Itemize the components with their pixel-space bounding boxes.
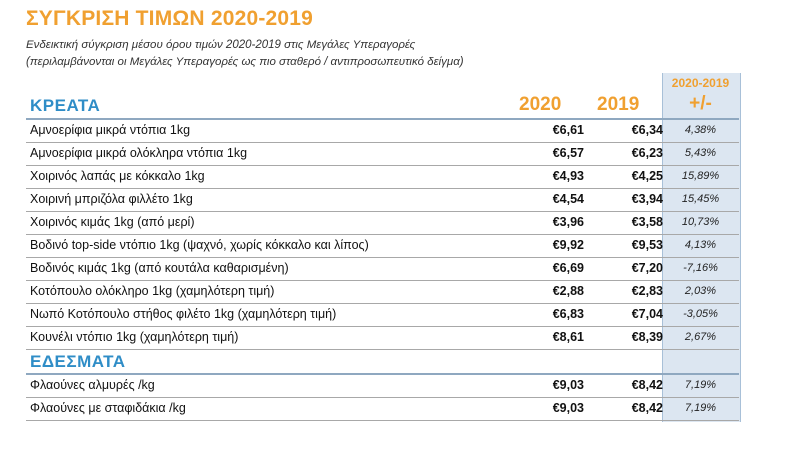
price-2020: €9,03	[552, 401, 584, 415]
table-row: Νωπό Κοτόπουλο στήθος φιλέτο 1kg (χαμηλό…	[26, 303, 739, 326]
row-divider	[26, 326, 739, 327]
row-divider	[26, 165, 739, 166]
page-title: ΣΥΓΚΡΙΣΗ ΤΙΜΩΝ 2020-2019	[26, 7, 314, 30]
price-2020: €6,61	[552, 123, 584, 137]
row-divider	[26, 142, 739, 143]
price-2020: €3,96	[552, 215, 584, 229]
price-2020: €6,83	[552, 307, 584, 321]
price-difference: 2,03%	[684, 285, 717, 297]
table-bottom-border	[26, 420, 739, 421]
item-name: Βοδινός κιμάς 1kg (από κουτάλα καθαρισμέ…	[30, 261, 289, 275]
price-2020: €6,57	[552, 146, 584, 160]
column-header-2020: 2020	[519, 94, 562, 115]
section-divider	[26, 373, 739, 375]
row-divider	[26, 188, 739, 189]
table-row: Χοιρινός κιμάς 1kg (από μερί) €3,96 €3,5…	[26, 211, 739, 234]
difference-column-background	[662, 73, 741, 422]
price-2019: €8,42	[631, 378, 663, 392]
price-difference: 15,89%	[681, 170, 720, 182]
price-difference: 4,13%	[684, 239, 717, 251]
price-2019: €6,34	[631, 123, 663, 137]
column-header-2019: 2019	[597, 94, 640, 115]
price-2020: €2,88	[552, 284, 584, 298]
row-divider	[26, 257, 739, 258]
item-name: Χοιρινός λαπάς με κόκκαλο 1kg	[30, 169, 205, 183]
price-2019: €3,94	[631, 192, 663, 206]
diff-column-years-header: 2020-2019	[671, 76, 730, 90]
item-name: Φλαούνες αλμυρές /kg	[30, 378, 155, 392]
price-difference: -7,16%	[683, 262, 718, 274]
table-row: Κοτόπουλο ολόκληρο 1kg (χαμηλότερη τιμή)…	[26, 280, 739, 303]
subtitle-line-2: (περιλαμβάνονται οι Μεγάλες Υπεραγορές ω…	[26, 56, 464, 68]
table-row: Βοδινός κιμάς 1kg (από κουτάλα καθαρισμέ…	[26, 257, 739, 280]
price-2019: €7,04	[631, 307, 663, 321]
row-divider	[26, 397, 739, 398]
item-name: Φλαούνες με σταφιδάκια /kg	[30, 401, 186, 415]
item-name: Κουνέλι ντόπιο 1kg (χαμηλότερη τιμή)	[30, 330, 239, 344]
item-name: Κοτόπουλο ολόκληρο 1kg (χαμηλότερη τιμή)	[30, 284, 275, 298]
price-2019: €4,25	[631, 169, 663, 183]
price-2020: €8,61	[552, 330, 584, 344]
price-2019: €3,58	[631, 215, 663, 229]
price-2019: €9,53	[631, 238, 663, 252]
table-row: Αμνοερίφια μικρά ντόπια 1kg €6,61 €6,34 …	[26, 119, 739, 142]
row-divider	[26, 211, 739, 212]
table-row: Φλαούνες αλμυρές /kg €9,03 €8,42 7,19%	[26, 374, 739, 397]
row-divider	[26, 303, 739, 304]
header-divider	[26, 118, 739, 120]
item-name: Βοδινό top-side ντόπιο 1kg (ψαχνό, χωρίς…	[30, 238, 369, 252]
section-title-meats: ΚΡΕΑΤΑ	[30, 96, 101, 115]
price-difference: 4,38%	[684, 124, 717, 136]
price-difference: 10,73%	[681, 216, 720, 228]
price-2020: €6,69	[552, 261, 584, 275]
table-row: Αμνοερίφια μικρά ολόκληρα ντόπια 1kg €6,…	[26, 142, 739, 165]
price-difference: 15,45%	[681, 193, 720, 205]
price-difference: 2,67%	[684, 331, 717, 343]
item-name: Αμνοερίφια μικρά ολόκληρα ντόπια 1kg	[30, 146, 248, 160]
price-2019: €8,42	[631, 401, 663, 415]
price-2020: €4,93	[552, 169, 584, 183]
table-row: Βοδινό top-side ντόπιο 1kg (ψαχνό, χωρίς…	[26, 234, 739, 257]
diff-column-sign-header: +/-	[689, 93, 712, 114]
price-difference: 5,43%	[684, 147, 717, 159]
item-name: Αμνοερίφια μικρά ντόπια 1kg	[30, 123, 191, 137]
price-difference: 7,19%	[684, 379, 717, 391]
item-name: Νωπό Κοτόπουλο στήθος φιλέτο 1kg (χαμηλό…	[30, 307, 337, 321]
table-row: Κουνέλι ντόπιο 1kg (χαμηλότερη τιμή) €8,…	[26, 326, 739, 349]
price-difference: 7,19%	[684, 402, 717, 414]
table-row: Χοιρινός λαπάς με κόκκαλο 1kg €4,93 €4,2…	[26, 165, 739, 188]
price-2019: €7,20	[631, 261, 663, 275]
table-row: Φλαούνες με σταφιδάκια /kg €9,03 €8,42 7…	[26, 397, 739, 420]
row-divider	[26, 349, 739, 350]
row-divider	[26, 234, 739, 235]
item-name: Χοιρινός κιμάς 1kg (από μερί)	[30, 215, 195, 229]
section-title-pastries: ΕΔΕΣΜΑΤΑ	[30, 352, 126, 371]
item-name: Χοιρινή μπριζόλα φιλλέτο 1kg	[30, 192, 193, 206]
price-2020: €4,54	[552, 192, 584, 206]
price-2019: €2,83	[631, 284, 663, 298]
price-2020: €9,92	[552, 238, 584, 252]
price-2019: €8,39	[631, 330, 663, 344]
price-2019: €6,23	[631, 146, 663, 160]
subtitle-line-1: Ενδεικτική σύγκριση μέσου όρου τιμών 202…	[26, 39, 416, 51]
price-difference: -3,05%	[683, 308, 718, 320]
price-2020: €9,03	[552, 378, 584, 392]
table-row: Χοιρινή μπριζόλα φιλλέτο 1kg €4,54 €3,94…	[26, 188, 739, 211]
row-divider	[26, 280, 739, 281]
